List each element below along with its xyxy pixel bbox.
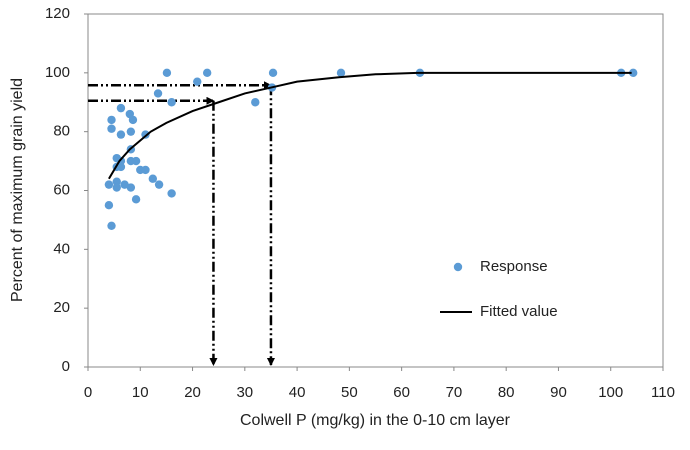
data-point bbox=[116, 103, 126, 113]
data-point bbox=[131, 156, 141, 166]
data-point bbox=[141, 165, 150, 175]
x-tick-label: 50 bbox=[341, 384, 358, 401]
data-point bbox=[126, 183, 136, 192]
data-point bbox=[104, 180, 114, 189]
data-point bbox=[167, 98, 176, 107]
data-point bbox=[107, 115, 116, 125]
x-tick-label: 0 bbox=[84, 384, 92, 401]
x-tick-label: 110 bbox=[651, 384, 675, 401]
y-axis-label: Percent of maximum grain yield bbox=[9, 78, 26, 302]
x-tick-label: 100 bbox=[598, 384, 623, 401]
y-tick-label: 0 bbox=[62, 358, 70, 375]
x-tick-label: 40 bbox=[289, 384, 306, 401]
data-point bbox=[116, 130, 126, 139]
x-axis-label: Colwell P (mg/kg) in the 0-10 cm layer bbox=[240, 412, 511, 429]
data-point bbox=[131, 195, 141, 204]
data-point bbox=[193, 77, 202, 86]
x-tick-label: 70 bbox=[446, 384, 463, 401]
data-point bbox=[120, 180, 129, 189]
data-point bbox=[148, 174, 158, 183]
data-point bbox=[336, 68, 346, 78]
data-point bbox=[116, 162, 126, 172]
x-tick-label: 30 bbox=[236, 384, 253, 401]
x-tick-label: 10 bbox=[132, 384, 149, 401]
y-tick-label: 60 bbox=[53, 181, 70, 198]
data-point bbox=[107, 221, 116, 230]
x-tick-label: 90 bbox=[550, 384, 567, 401]
x-tick-label: 20 bbox=[184, 384, 201, 401]
x-tick-label: 80 bbox=[498, 384, 515, 401]
data-point bbox=[154, 180, 164, 189]
data-point bbox=[112, 177, 121, 186]
y-tick-label: 40 bbox=[53, 240, 70, 257]
data-point bbox=[126, 127, 136, 136]
legend-label: Fitted value bbox=[480, 303, 558, 320]
data-point bbox=[629, 68, 638, 78]
fitted-line bbox=[108, 71, 632, 180]
y-tick-label: 80 bbox=[53, 123, 70, 140]
y-tick-label: 100 bbox=[45, 64, 70, 81]
y-tick-label: 20 bbox=[53, 299, 70, 316]
data-point bbox=[202, 68, 212, 78]
data-point bbox=[128, 115, 138, 125]
legend-marker bbox=[453, 262, 463, 272]
y-tick-label: 120 bbox=[45, 5, 70, 22]
legend-label: Response bbox=[480, 258, 548, 275]
data-point bbox=[167, 189, 176, 198]
x-tick-label: 60 bbox=[393, 384, 410, 401]
data-point bbox=[268, 68, 278, 78]
data-point bbox=[104, 201, 114, 210]
data-point bbox=[251, 98, 260, 107]
data-point bbox=[153, 89, 163, 98]
data-point bbox=[107, 124, 116, 133]
data-point bbox=[162, 68, 172, 78]
data-point bbox=[112, 183, 121, 192]
